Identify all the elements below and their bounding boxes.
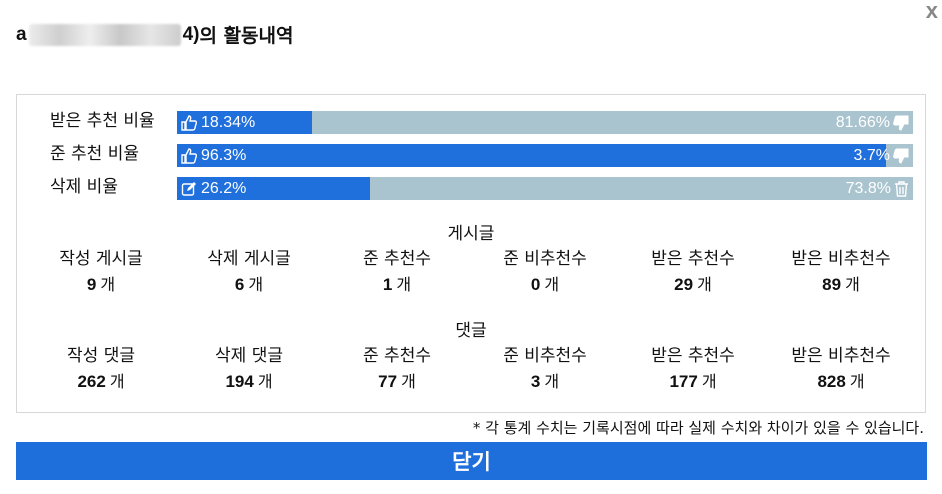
ratio-row-delete: 삭제 비율 26.2% 73.8% xyxy=(17,175,925,200)
stat-value: 77 xyxy=(378,372,398,391)
thumbs-down-icon xyxy=(893,148,909,164)
stat-unit: 개 xyxy=(100,275,116,294)
ratio-bar: 18.34% 81.66% xyxy=(177,111,913,134)
stat-unit: 개 xyxy=(396,275,412,294)
stat-label: 받은 추천수 xyxy=(651,249,735,269)
trash-icon xyxy=(895,180,908,197)
comments-stats: 작성 댓글 262 개 삭제 댓글 194 개 준 추천수 77 개 준 비추천수 3… xyxy=(31,345,911,393)
close-icon[interactable]: x xyxy=(925,0,938,23)
stat-label: 작성 댓글 xyxy=(67,346,135,366)
stat-unit: 개 xyxy=(697,275,712,294)
ratio-right-value: 81.66% xyxy=(835,113,890,131)
ratio-fill xyxy=(177,111,312,134)
ratio-label: 준 추천 비율 xyxy=(50,144,140,164)
stat-label: 작성 게시글 xyxy=(59,249,143,269)
stat-label: 준 비추천수 xyxy=(503,346,587,366)
ratio-bar: 96.3% 3.7% xyxy=(177,144,913,167)
ratio-left-value: 96.3% xyxy=(201,146,247,164)
edit-icon xyxy=(181,181,196,196)
stat-value: 177 xyxy=(669,372,698,391)
stat-unit: 개 xyxy=(257,372,273,391)
stat-value: 6 xyxy=(234,275,245,294)
stat-unit: 개 xyxy=(849,372,865,391)
stat-unit: 개 xyxy=(544,372,560,391)
stat-value: 3 xyxy=(530,372,541,391)
stat-value: 262 xyxy=(77,372,106,391)
ratio-fill xyxy=(177,144,886,167)
ratio-left-value: 18.34% xyxy=(201,113,256,131)
ratio-left-value: 26.2% xyxy=(201,179,247,197)
blurred-user-id xyxy=(28,23,181,46)
user-id-end: 4) xyxy=(182,23,200,45)
title-suffix: 의 활동내역 xyxy=(199,25,294,47)
stat-value: 0 xyxy=(530,275,541,294)
comments-section-title: 댓글 xyxy=(455,321,487,341)
stat-label: 준 추천수 xyxy=(363,346,431,366)
disclaimer-note: * 각 통계 수치는 기록시점에 따라 실제 수치와 차이가 있을 수 있습니다… xyxy=(472,419,924,437)
stat-item: 작성 댓글 262 개 xyxy=(31,345,171,393)
ratio-label: 삭제 비율 xyxy=(50,177,118,197)
stat-unit: 개 xyxy=(248,275,264,294)
ratio-fill xyxy=(177,177,370,200)
stat-value: 89 xyxy=(822,275,842,294)
stat-label: 삭제 댓글 xyxy=(215,346,283,366)
ratio-row-received: 받은 추천 비율 18.34% 81.66% xyxy=(17,109,925,134)
user-id-start: a xyxy=(16,23,27,45)
stat-value: 194 xyxy=(225,372,254,391)
stat-item: 받은 추천수 177 개 xyxy=(623,345,763,393)
stat-unit: 개 xyxy=(845,275,860,294)
stat-unit: 개 xyxy=(701,372,717,391)
stat-value: 1 xyxy=(382,275,393,294)
stat-value: 828 xyxy=(817,372,846,391)
ratio-bar: 26.2% 73.8% xyxy=(177,177,913,200)
stat-item: 받은 비추천수 828 개 xyxy=(771,345,911,393)
thumbs-down-icon xyxy=(893,115,909,131)
ratio-label: 받은 추천 비율 xyxy=(50,111,155,131)
stat-unit: 개 xyxy=(109,372,125,391)
stat-label: 받은 비추천수 xyxy=(791,346,891,366)
stat-item: 받은 비추천수 89 개 xyxy=(771,248,911,296)
stat-unit: 개 xyxy=(544,275,560,294)
posts-section-title: 게시글 xyxy=(447,224,495,244)
stat-item: 삭제 댓글 194 개 xyxy=(179,345,319,393)
dialog-title: a 4) 의 활동내역 xyxy=(16,21,294,48)
stat-label: 준 추천수 xyxy=(363,249,431,269)
stat-item: 받은 추천수 29 개 xyxy=(623,248,763,296)
thumbs-up-icon xyxy=(181,114,197,131)
ratio-row-given: 준 추천 비율 96.3% 3.7% xyxy=(17,142,925,167)
stat-label: 받은 비추천수 xyxy=(791,249,891,269)
stat-label: 준 비추천수 xyxy=(503,249,587,269)
stats-panel: 받은 추천 비율 18.34% 81.66% 준 추천 비율 96.3% 3.7… xyxy=(16,94,926,413)
stat-item: 준 추천수 77 개 xyxy=(327,345,467,393)
stat-label: 삭제 게시글 xyxy=(207,249,291,269)
close-button[interactable]: 닫기 xyxy=(16,442,927,480)
thumbs-up-icon xyxy=(181,147,197,164)
stat-value: 9 xyxy=(86,275,97,294)
ratio-right-value: 3.7% xyxy=(853,146,890,164)
stat-unit: 개 xyxy=(401,372,416,391)
ratio-right-value: 73.8% xyxy=(845,179,891,197)
stat-value: 29 xyxy=(674,275,694,294)
stat-label: 받은 추천수 xyxy=(651,346,735,366)
